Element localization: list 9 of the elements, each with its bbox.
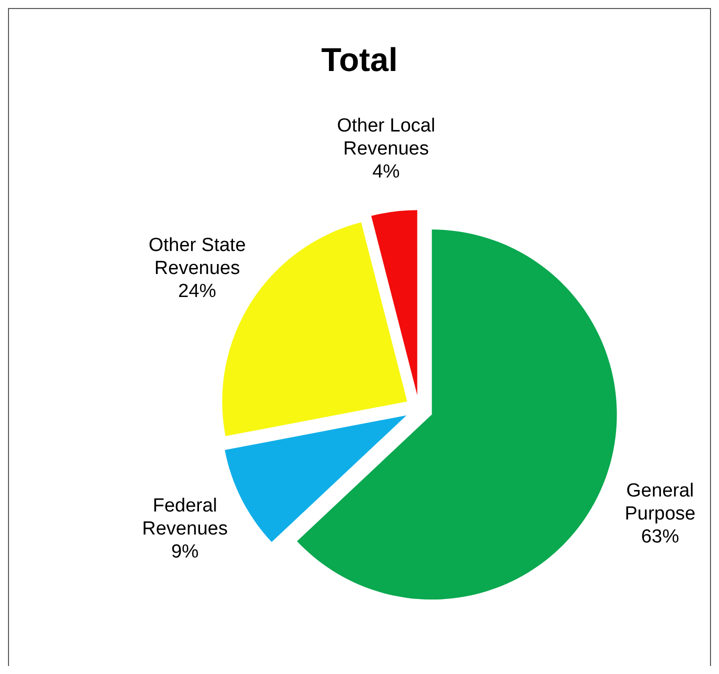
data-label: 24% bbox=[178, 280, 216, 302]
chart-title: Total bbox=[320, 41, 399, 79]
data-label: 4% bbox=[372, 160, 400, 182]
data-label: 63% bbox=[641, 526, 680, 547]
data-label: 9% bbox=[171, 540, 199, 562]
slice-label: Federal Revenues bbox=[142, 494, 228, 539]
slice-label: Other State Revenues bbox=[148, 234, 246, 279]
slice-label: General Purpose bbox=[624, 480, 696, 524]
slice-label: Other Local Revenues bbox=[336, 114, 436, 159]
